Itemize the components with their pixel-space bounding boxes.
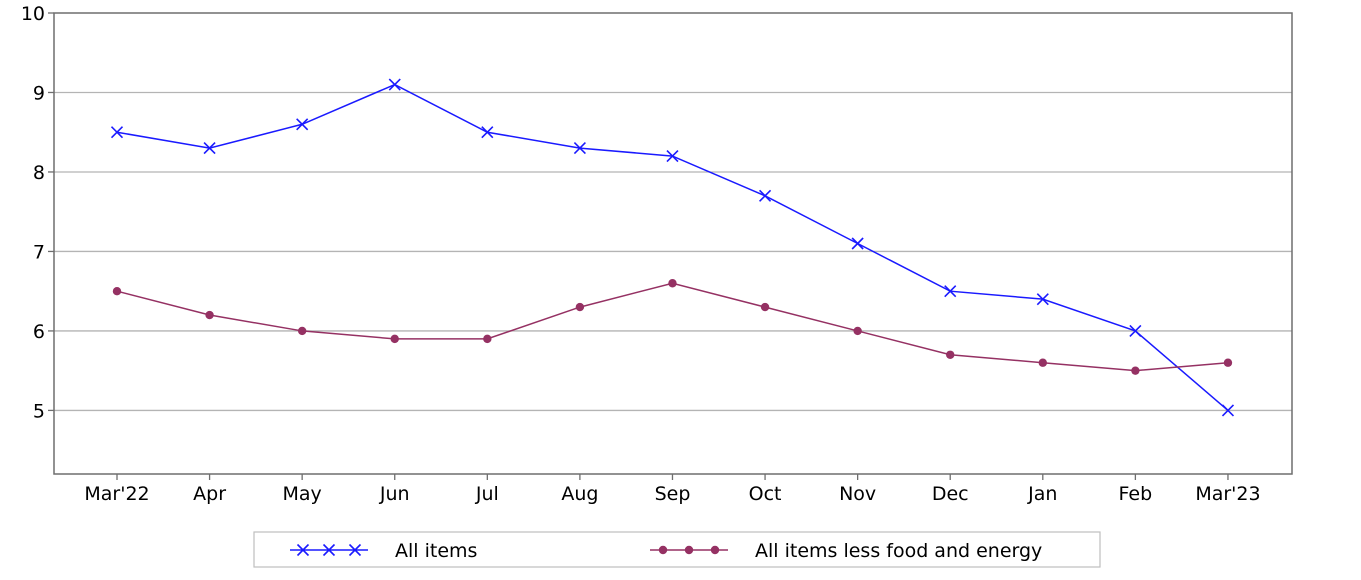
data-point [483, 334, 492, 344]
x-tick-label: Jan [1027, 483, 1057, 505]
data-point [573, 142, 586, 155]
x-tick-label: Jun [379, 483, 410, 505]
x-tick-label: Dec [932, 483, 969, 505]
data-point [1223, 358, 1233, 367]
plot-area [53, 12, 1293, 475]
legend-label: All items less food and energy [755, 540, 1042, 562]
series-line [116, 83, 1229, 411]
x-tick-label: Nov [839, 483, 876, 505]
data-point [668, 279, 677, 288]
data-point [1131, 366, 1140, 375]
legend-item: All items [290, 540, 477, 562]
data-point [575, 302, 585, 312]
data-point [205, 310, 214, 320]
data-point [946, 350, 955, 359]
y-tick-label: 6 [33, 321, 45, 343]
data-point [390, 334, 399, 344]
data-point [481, 126, 494, 139]
legend-marker [710, 545, 720, 555]
data-point [944, 285, 957, 298]
data-point [853, 326, 862, 336]
legend-marker [684, 545, 694, 555]
legend-label: All items [395, 540, 477, 562]
data-point [1129, 324, 1142, 337]
legend-marker [322, 543, 336, 557]
data-point [388, 78, 401, 91]
data-point [760, 302, 770, 312]
data-point [1038, 358, 1048, 367]
series-all-items [110, 78, 1235, 417]
x-tick-label: Mar'22 [84, 483, 149, 505]
legend-marker [348, 543, 362, 557]
data-point [296, 118, 309, 131]
data-point [666, 150, 679, 163]
x-tick-label: Apr [193, 483, 226, 505]
y-tick-label: 10 [21, 3, 45, 25]
x-tick-label: Mar'23 [1195, 483, 1260, 505]
x-tick-label: Feb [1119, 483, 1153, 505]
y-tick-label: 5 [33, 400, 45, 422]
y-tick-label: 7 [33, 241, 45, 263]
gridlines [54, 91, 1292, 412]
series-all-items-less-food-energy [112, 279, 1233, 375]
x-tick-label: Jul [475, 483, 499, 505]
series-layer [110, 78, 1235, 417]
data-point [1221, 404, 1235, 417]
x-axis: Mar'22 Apr May Jun Jul Aug Sep Oct Nov Dec Jan Feb M… [84, 474, 1261, 505]
data-point [851, 237, 864, 250]
x-tick-label: Oct [749, 483, 782, 505]
y-axis: 5 6 7 8 9 10 [21, 3, 54, 422]
data-point [203, 142, 216, 155]
legend-marker [658, 545, 668, 555]
x-tick-label: May [283, 483, 322, 505]
y-tick-label: 8 [33, 162, 45, 184]
data-point [297, 326, 307, 336]
data-point [112, 286, 122, 296]
data-point [110, 126, 124, 139]
x-tick-label: Sep [655, 483, 691, 505]
data-point [1036, 293, 1049, 306]
series-line [116, 282, 1229, 372]
data-point [758, 189, 772, 202]
y-tick-label: 9 [33, 82, 45, 104]
legend-box [253, 531, 1101, 568]
legend-item: All items less food and energy [650, 540, 1042, 562]
x-tick-label: Aug [561, 483, 598, 505]
legend: All items All items less food and energy [253, 531, 1101, 568]
legend-marker [296, 543, 310, 557]
